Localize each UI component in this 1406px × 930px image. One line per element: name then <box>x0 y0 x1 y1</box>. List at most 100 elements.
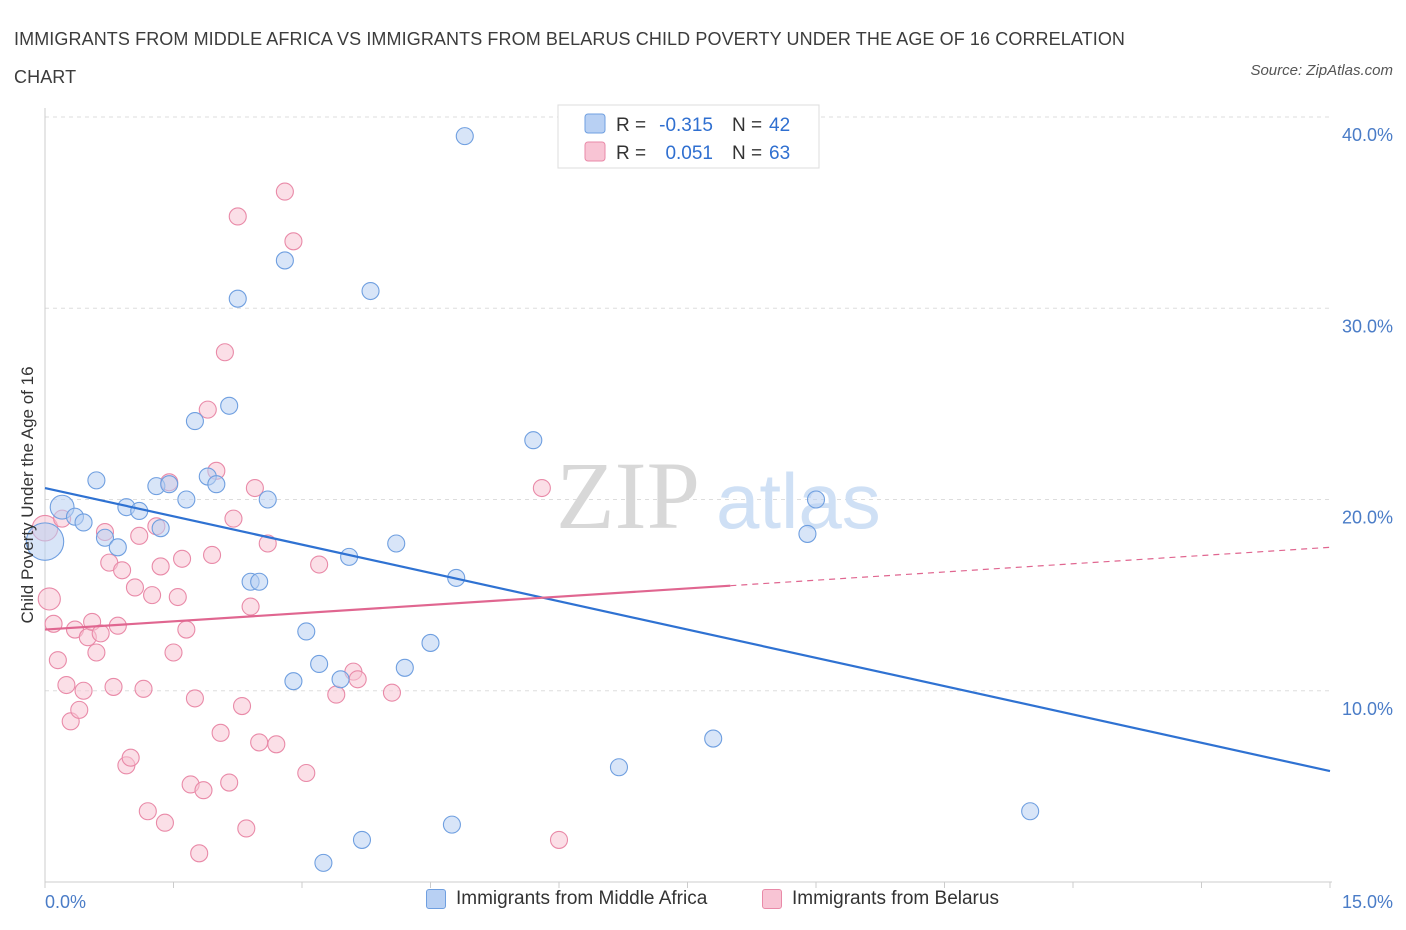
trend-line-belarus-extension <box>730 546 1331 587</box>
trend-line-middle-africa <box>44 486 1331 773</box>
point-belarus <box>382 683 402 702</box>
point-middle-africa <box>421 633 440 652</box>
series-middle-africa-points <box>25 127 1040 872</box>
point-belarus <box>57 675 76 695</box>
legend-n-label-blue: N = <box>732 115 762 136</box>
point-middle-africa <box>297 622 316 641</box>
point-belarus <box>237 819 256 838</box>
point-belarus <box>168 587 187 607</box>
point-middle-africa <box>220 396 239 415</box>
point-belarus <box>258 534 277 553</box>
legend-label-middle-africa: Immigrants from Middle Africa <box>456 888 708 909</box>
point-belarus <box>224 509 243 528</box>
point-belarus <box>348 670 367 689</box>
legend-n-label-pink: N = <box>732 143 762 164</box>
point-belarus <box>177 620 196 639</box>
point-middle-africa <box>228 289 247 308</box>
y-tick-label: 10.0% <box>1342 699 1393 719</box>
point-belarus <box>70 700 89 719</box>
legend-item-belarus: Immigrants from Belarus <box>762 888 999 910</box>
point-belarus <box>48 651 67 670</box>
point-belarus <box>130 526 149 545</box>
point-belarus <box>125 578 144 597</box>
point-belarus <box>151 557 170 576</box>
point-middle-africa <box>442 815 461 834</box>
point-middle-africa <box>331 670 350 689</box>
watermark-atlas: atlas <box>716 457 881 545</box>
point-middle-africa <box>387 534 406 553</box>
point-belarus <box>138 802 157 821</box>
legend-swatch-blue <box>584 113 606 134</box>
point-middle-africa <box>74 513 93 532</box>
legend-swatch-middle-africa <box>426 889 446 909</box>
legend-top: R = -0.315 N = 42 R = 0.051 N = 63 <box>557 104 820 169</box>
point-belarus <box>185 689 204 708</box>
point-middle-africa <box>310 654 329 674</box>
x-tick-label-max: 15.0% <box>1342 892 1393 912</box>
y-axis-title: Child Poverty Under the Age of 16 <box>18 366 37 623</box>
point-middle-africa <box>258 490 277 509</box>
y-tick-label: 30.0% <box>1342 316 1393 336</box>
point-middle-africa <box>455 127 474 146</box>
point-middle-africa <box>361 281 380 301</box>
point-belarus <box>37 587 61 611</box>
point-belarus <box>532 478 551 498</box>
legend-item-middle-africa: Immigrants from Middle Africa <box>426 888 707 910</box>
point-belarus <box>267 735 286 754</box>
point-belarus <box>190 844 209 863</box>
x-tick-label-min: 0.0% <box>45 892 86 912</box>
point-middle-africa <box>284 672 303 691</box>
point-belarus <box>164 643 183 662</box>
point-belarus <box>220 773 239 792</box>
point-belarus <box>143 586 162 605</box>
legend-r-label-blue: R = <box>616 115 646 136</box>
trend-line-belarus <box>44 584 731 631</box>
point-middle-africa <box>275 251 294 270</box>
point-middle-africa <box>395 658 414 677</box>
point-belarus <box>113 561 132 580</box>
point-belarus <box>241 597 260 616</box>
axes <box>44 108 1332 883</box>
point-belarus <box>134 679 153 698</box>
point-middle-africa <box>95 528 115 547</box>
series-belarus-points <box>31 182 569 863</box>
point-middle-africa <box>185 412 204 431</box>
watermark: ZIP atlas <box>556 442 881 549</box>
legend-swatch-belarus <box>762 889 782 909</box>
point-middle-africa <box>177 490 196 509</box>
point-belarus <box>91 624 110 643</box>
point-belarus <box>250 733 269 752</box>
point-middle-africa <box>524 431 543 450</box>
legend-r-value-blue: -0.315 <box>659 115 713 136</box>
legend-r-label-pink: R = <box>616 143 646 164</box>
point-middle-africa <box>798 524 817 543</box>
point-belarus <box>87 643 106 662</box>
point-middle-africa <box>352 830 372 849</box>
point-middle-africa <box>1021 802 1040 821</box>
point-belarus <box>215 343 234 362</box>
legend-n-value-blue: 42 <box>769 115 790 136</box>
point-middle-africa <box>250 572 269 591</box>
legend-r-value-pink: 0.051 <box>665 143 713 164</box>
point-middle-africa <box>151 519 170 538</box>
point-middle-africa <box>160 475 179 494</box>
watermark-zip: ZIP <box>556 442 700 549</box>
point-belarus <box>121 748 140 767</box>
point-belarus <box>327 685 346 704</box>
y-tick-labels: 10.0% 20.0% 30.0% 40.0% <box>1342 125 1393 719</box>
legend-swatch-pink <box>584 141 606 162</box>
legend-bottom: Immigrants from Middle Africa Immigrants… <box>0 888 1406 916</box>
point-belarus <box>211 723 230 742</box>
point-belarus <box>245 478 264 498</box>
point-middle-africa <box>87 471 106 490</box>
source-credit: Source: ZipAtlas.com <box>1250 62 1393 79</box>
point-belarus <box>310 555 329 574</box>
point-belarus <box>275 182 294 201</box>
trend-lines <box>44 486 1331 773</box>
point-belarus <box>104 677 123 696</box>
y-tick-label: 40.0% <box>1342 125 1393 145</box>
point-middle-africa <box>609 758 629 777</box>
point-belarus <box>194 781 213 800</box>
point-belarus <box>232 696 252 716</box>
